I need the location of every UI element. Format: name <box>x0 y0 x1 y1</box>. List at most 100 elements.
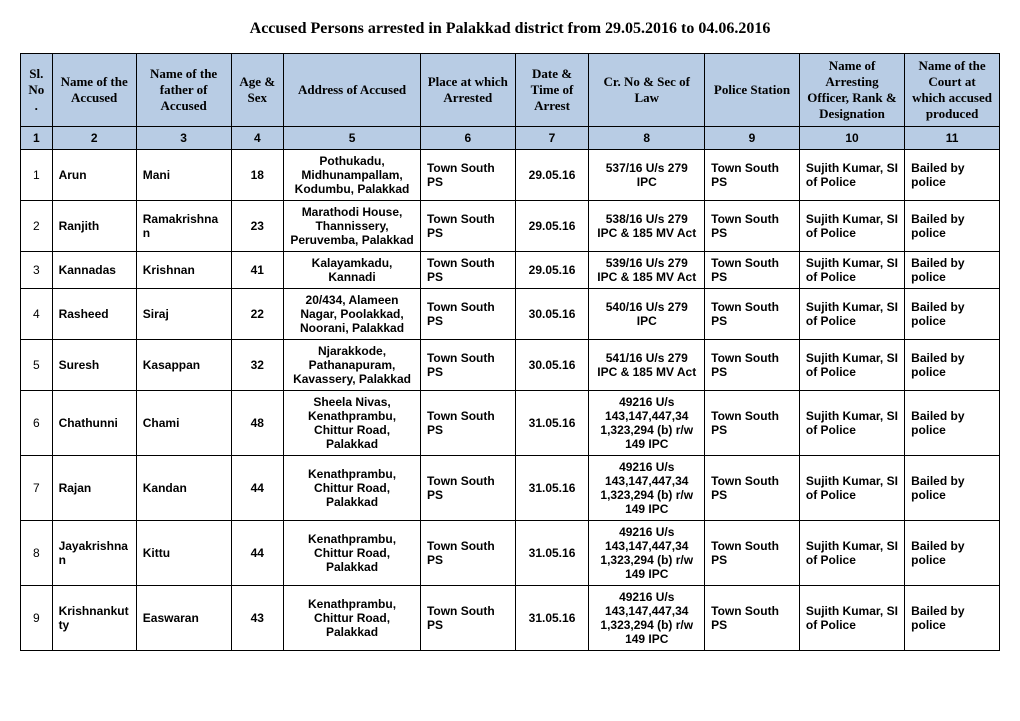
cell-officer: Sujith Kumar, SI of Police <box>799 201 904 252</box>
cell-date: 30.05.16 <box>515 340 589 391</box>
cell-date: 31.05.16 <box>515 586 589 651</box>
cell-father: Kasappan <box>136 340 231 391</box>
page-title: Accused Persons arrested in Palakkad dis… <box>20 20 1000 38</box>
table-row: 2RanjithRamakrishnan23Marathodi House, T… <box>21 201 1000 252</box>
cell-father: Mani <box>136 150 231 201</box>
cell-sl: 5 <box>21 340 53 391</box>
cell-name: Rasheed <box>52 289 136 340</box>
cell-officer: Sujith Kumar, SI of Police <box>799 150 904 201</box>
cell-sl: 3 <box>21 252 53 289</box>
cell-station: Town South PS <box>705 521 800 586</box>
th-sl: Sl. No. <box>21 54 53 127</box>
th-age: Age & Sex <box>231 54 284 127</box>
colnum: 10 <box>799 127 904 150</box>
colnum: 5 <box>284 127 421 150</box>
cell-sl: 2 <box>21 201 53 252</box>
cell-age: 23 <box>231 201 284 252</box>
cell-court: Bailed by police <box>905 201 1000 252</box>
cell-father: Krishnan <box>136 252 231 289</box>
cell-place: Town South PS <box>420 586 515 651</box>
cell-place: Town South PS <box>420 456 515 521</box>
cell-age: 18 <box>231 150 284 201</box>
cell-name: Rajan <box>52 456 136 521</box>
cell-addr: Kenathprambu, Chittur Road, Palakkad <box>284 586 421 651</box>
colnum: 9 <box>705 127 800 150</box>
cell-crno: 49216 U/s 143,147,447,34 1,323,294 (b) r… <box>589 391 705 456</box>
cell-place: Town South PS <box>420 252 515 289</box>
cell-name: Krishnankutty <box>52 586 136 651</box>
cell-court: Bailed by police <box>905 252 1000 289</box>
cell-name: Kannadas <box>52 252 136 289</box>
arrest-table: Sl. No. Name of the Accused Name of the … <box>20 53 1000 651</box>
th-crno: Cr. No & Sec of Law <box>589 54 705 127</box>
cell-addr: Njarakkode, Pathanapuram, Kavassery, Pal… <box>284 340 421 391</box>
table-row: 7RajanKandan44Kenathprambu, Chittur Road… <box>21 456 1000 521</box>
cell-addr: Kenathprambu, Chittur Road, Palakkad <box>284 521 421 586</box>
cell-sl: 9 <box>21 586 53 651</box>
cell-crno: 49216 U/s 143,147,447,34 1,323,294 (b) r… <box>589 456 705 521</box>
cell-court: Bailed by police <box>905 340 1000 391</box>
cell-station: Town South PS <box>705 289 800 340</box>
colnum-row: 1 2 3 4 5 6 7 8 9 10 11 <box>21 127 1000 150</box>
cell-date: 29.05.16 <box>515 201 589 252</box>
th-name: Name of the Accused <box>52 54 136 127</box>
cell-age: 22 <box>231 289 284 340</box>
cell-crno: 537/16 U/s 279 IPC <box>589 150 705 201</box>
cell-place: Town South PS <box>420 289 515 340</box>
cell-court: Bailed by police <box>905 586 1000 651</box>
cell-age: 43 <box>231 586 284 651</box>
cell-sl: 4 <box>21 289 53 340</box>
th-officer: Name of Arresting Officer, Rank & Design… <box>799 54 904 127</box>
cell-name: Jayakrishnan <box>52 521 136 586</box>
cell-father: Ramakrishnan <box>136 201 231 252</box>
cell-father: Chami <box>136 391 231 456</box>
table-row: 5SureshKasappan32Njarakkode, Pathanapura… <box>21 340 1000 391</box>
cell-addr: 20/434, Alameen Nagar, Poolakkad, Nooran… <box>284 289 421 340</box>
cell-crno: 540/16 U/s 279 IPC <box>589 289 705 340</box>
table-row: 8JayakrishnanKittu44Kenathprambu, Chittu… <box>21 521 1000 586</box>
cell-date: 29.05.16 <box>515 252 589 289</box>
cell-date: 31.05.16 <box>515 456 589 521</box>
th-father: Name of the father of Accused <box>136 54 231 127</box>
cell-addr: Kenathprambu, Chittur Road, Palakkad <box>284 456 421 521</box>
cell-addr: Sheela Nivas, Kenathprambu, Chittur Road… <box>284 391 421 456</box>
header-row: Sl. No. Name of the Accused Name of the … <box>21 54 1000 127</box>
th-court: Name of the Court at which accused produ… <box>905 54 1000 127</box>
cell-court: Bailed by police <box>905 456 1000 521</box>
cell-crno: 541/16 U/s 279 IPC & 185 MV Act <box>589 340 705 391</box>
cell-age: 44 <box>231 456 284 521</box>
cell-station: Town South PS <box>705 252 800 289</box>
th-addr: Address of Accused <box>284 54 421 127</box>
colnum: 6 <box>420 127 515 150</box>
cell-officer: Sujith Kumar, SI of Police <box>799 340 904 391</box>
cell-officer: Sujith Kumar, SI of Police <box>799 252 904 289</box>
cell-station: Town South PS <box>705 150 800 201</box>
table-row: 9KrishnankuttyEaswaran43Kenathprambu, Ch… <box>21 586 1000 651</box>
cell-addr: Kalayamkadu, Kannadi <box>284 252 421 289</box>
cell-place: Town South PS <box>420 521 515 586</box>
colnum: 4 <box>231 127 284 150</box>
cell-crno: 49216 U/s 143,147,447,34 1,323,294 (b) r… <box>589 586 705 651</box>
cell-court: Bailed by police <box>905 521 1000 586</box>
cell-father: Kandan <box>136 456 231 521</box>
cell-crno: 538/16 U/s 279 IPC & 185 MV Act <box>589 201 705 252</box>
cell-place: Town South PS <box>420 340 515 391</box>
colnum: 3 <box>136 127 231 150</box>
colnum: 2 <box>52 127 136 150</box>
cell-place: Town South PS <box>420 391 515 456</box>
table-row: 4RasheedSiraj2220/434, Alameen Nagar, Po… <box>21 289 1000 340</box>
cell-age: 44 <box>231 521 284 586</box>
cell-station: Town South PS <box>705 201 800 252</box>
cell-date: 29.05.16 <box>515 150 589 201</box>
cell-name: Suresh <box>52 340 136 391</box>
cell-addr: Pothukadu, Midhunampallam, Kodumbu, Pala… <box>284 150 421 201</box>
th-date: Date & Time of Arrest <box>515 54 589 127</box>
colnum: 7 <box>515 127 589 150</box>
cell-sl: 8 <box>21 521 53 586</box>
cell-father: Kittu <box>136 521 231 586</box>
cell-officer: Sujith Kumar, SI of Police <box>799 456 904 521</box>
th-station: Police Station <box>705 54 800 127</box>
cell-crno: 49216 U/s 143,147,447,34 1,323,294 (b) r… <box>589 521 705 586</box>
cell-officer: Sujith Kumar, SI of Police <box>799 391 904 456</box>
colnum: 8 <box>589 127 705 150</box>
